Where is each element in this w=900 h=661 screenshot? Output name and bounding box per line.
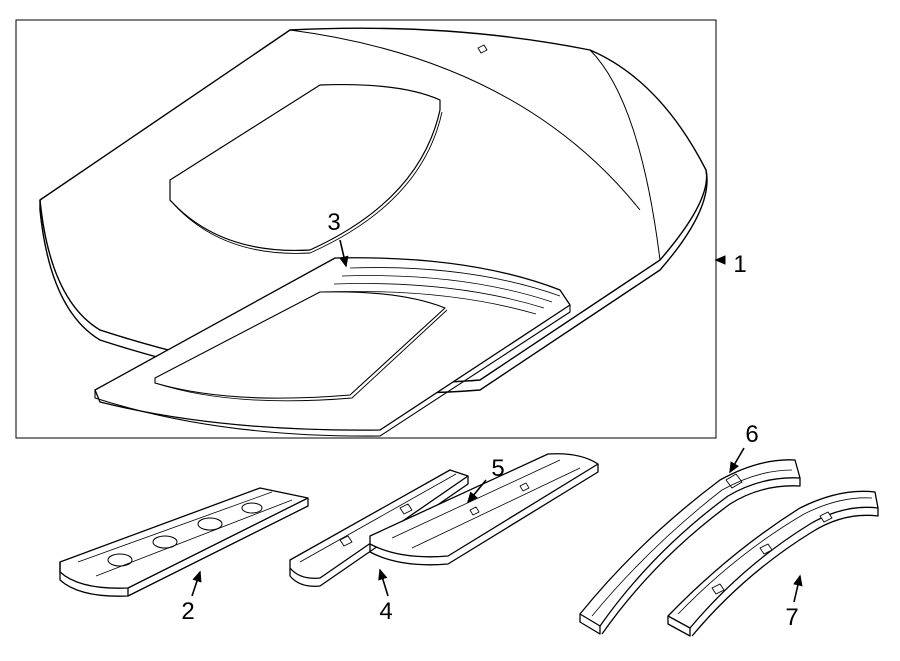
callout-label-1: 1 bbox=[733, 251, 746, 278]
callout-label-6: 6 bbox=[745, 421, 758, 448]
callout-arrow-4 bbox=[380, 570, 388, 596]
callout-arrow-7 bbox=[794, 576, 800, 602]
callout-arrow-6 bbox=[730, 448, 744, 472]
callout-label-2: 2 bbox=[181, 598, 194, 625]
callout-arrow-2 bbox=[192, 572, 200, 596]
part-2-front-header bbox=[60, 488, 308, 596]
callout-label-7: 7 bbox=[785, 604, 798, 631]
callout-label-3: 3 bbox=[327, 209, 340, 236]
callout-label-5: 5 bbox=[491, 455, 504, 482]
callout-label-4: 4 bbox=[379, 598, 392, 625]
